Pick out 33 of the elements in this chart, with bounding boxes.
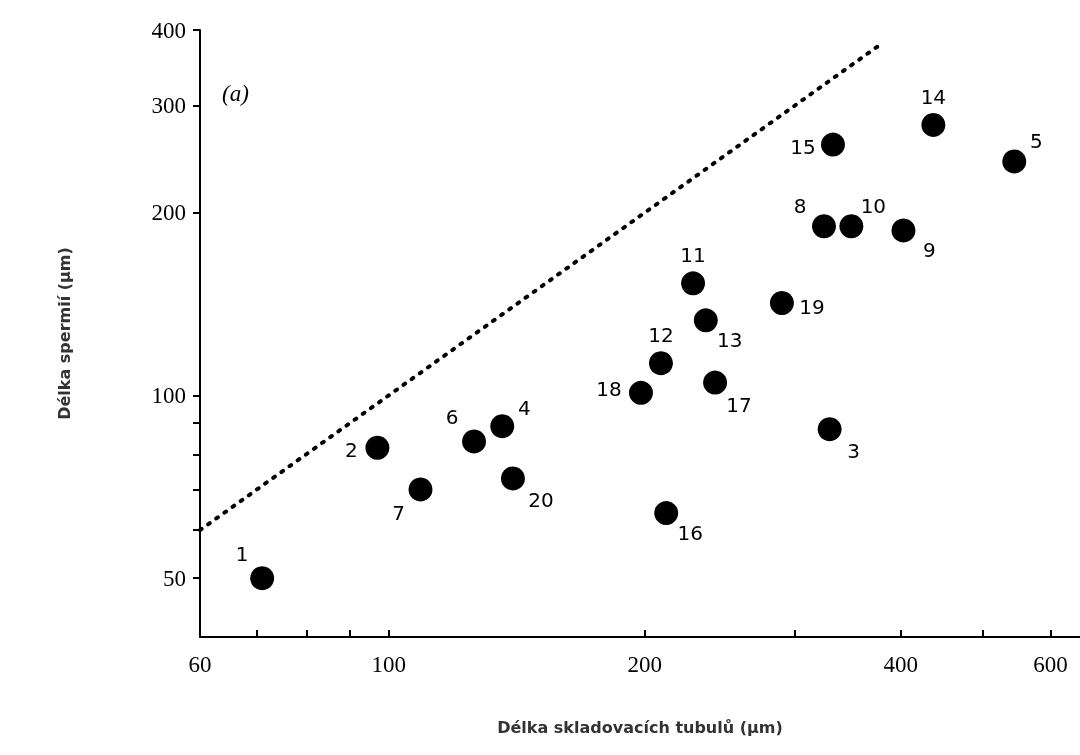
y-axis-title: Délka spermií (µm) (54, 247, 74, 420)
annotation: 2 (345, 437, 358, 462)
annotation: 19 (799, 295, 825, 320)
annotation: 20 (528, 488, 554, 513)
annotation: 14 (920, 84, 947, 109)
annotation: 5 (1029, 129, 1043, 154)
annotation: 12 (648, 323, 674, 348)
annotation: 9 (923, 238, 936, 263)
annotation: (a) (222, 81, 249, 106)
x-tick-label: 600 (1033, 652, 1068, 677)
annotation: 13 (717, 328, 743, 353)
y-tick-label: 200 (151, 200, 186, 226)
y-tick-label: 100 (151, 382, 186, 408)
x-tick-label: 200 (627, 652, 662, 677)
annotation: 4 (517, 396, 531, 421)
annotation: 18 (596, 376, 622, 401)
annotation: 11 (680, 243, 706, 268)
annotation: 8 (793, 194, 807, 219)
annotation: 6 (445, 405, 459, 430)
y-tick-label: 400 (151, 17, 186, 43)
annotation: 10 (860, 194, 887, 219)
annotation: 16 (677, 521, 703, 546)
x-tick-label: 100 (371, 652, 406, 677)
annotation: 17 (726, 392, 752, 417)
annotation: 3 (847, 439, 860, 464)
x-tick-label: 60 (188, 652, 212, 677)
y-tick-label: 300 (151, 93, 186, 119)
x-axis-title: Délka skladovacích tubulů (µm) (497, 717, 783, 737)
annotation: 1 (235, 542, 249, 567)
y-tick-label: 50 (163, 565, 186, 591)
annotation: 15 (790, 134, 816, 159)
annotation: 7 (392, 501, 405, 526)
x-tick-label: 400 (883, 652, 918, 677)
